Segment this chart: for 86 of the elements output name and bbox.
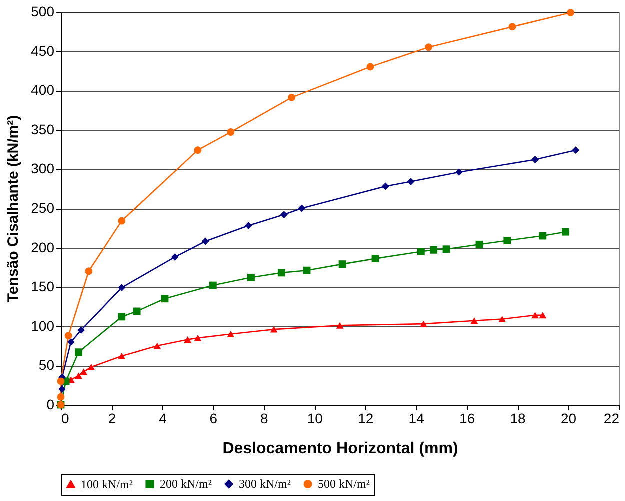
point (532, 312, 540, 319)
point (118, 284, 126, 292)
point (133, 308, 141, 316)
point (498, 316, 506, 323)
point (194, 334, 202, 342)
x-tick-label: 10 (307, 410, 324, 426)
y-tick-label: 500 (31, 4, 55, 20)
x-tick-label: 4 (159, 410, 168, 426)
point (417, 248, 425, 256)
point (118, 353, 126, 360)
point (430, 246, 438, 254)
point (298, 204, 306, 212)
point (270, 326, 278, 333)
point (336, 322, 344, 329)
point (562, 228, 570, 236)
point (209, 282, 217, 290)
point (57, 378, 65, 386)
point (244, 222, 252, 230)
legend-label: 300 kN/m² (239, 477, 292, 492)
point (248, 274, 255, 282)
y-tick-label: 150 (31, 278, 55, 295)
point (64, 332, 72, 340)
point (85, 268, 93, 276)
point (171, 254, 179, 261)
point (78, 326, 85, 334)
y-tick-label: 450 (31, 42, 55, 59)
point (184, 336, 192, 343)
point (57, 393, 65, 401)
point (288, 94, 296, 102)
point (372, 255, 380, 263)
y-tick-label: 250 (31, 200, 55, 216)
point (202, 238, 210, 246)
y-tick-label: 100 (31, 318, 55, 334)
point (456, 168, 463, 176)
point (118, 217, 126, 225)
point (539, 232, 547, 240)
x-tick-label: 6 (210, 410, 218, 426)
point (278, 269, 286, 277)
point (67, 338, 75, 346)
point (567, 9, 575, 16)
point (476, 240, 484, 248)
point (470, 318, 478, 324)
point (572, 146, 580, 154)
x-tick-label: 2 (108, 410, 116, 426)
point (532, 156, 540, 164)
point (442, 246, 450, 254)
x-tick-label: 18 (510, 410, 526, 426)
point (382, 182, 390, 190)
point (80, 368, 88, 376)
point (75, 348, 82, 356)
y-tick-label: 350 (31, 121, 55, 138)
point (366, 63, 374, 71)
point (227, 331, 235, 338)
x-axis-title: Deslocamento Horizontal (mm) (222, 440, 458, 458)
x-tick-label: 20 (560, 410, 577, 426)
point (425, 44, 432, 52)
point (338, 260, 346, 268)
x-tick-label: 12 (358, 410, 374, 426)
x-tick-label: 14 (408, 410, 425, 426)
point (280, 211, 288, 218)
y-axis-title: Tensão Cisalhante (kN/m²) (5, 115, 22, 303)
point (161, 295, 169, 303)
y-tick-label: 0 (46, 396, 55, 412)
point (504, 237, 512, 244)
point (227, 128, 235, 136)
point (194, 146, 202, 154)
point (58, 386, 66, 393)
legend-label: 500 kN/m² (318, 477, 370, 492)
point (75, 372, 82, 380)
y-tick-label: 50 (38, 357, 55, 374)
point (303, 266, 311, 274)
x-tick-label: 8 (260, 410, 269, 426)
point (88, 364, 96, 370)
x-tick-label: 22 (604, 410, 620, 426)
y-tick-label: 200 (31, 239, 55, 256)
x-tick-label: 16 (460, 410, 476, 426)
x-tick-label: 0 (62, 410, 70, 426)
point (508, 23, 516, 31)
point (539, 312, 547, 319)
legend-label: 200 kN/m² (160, 477, 212, 492)
legend-label: 100 kN/m² (81, 477, 134, 492)
y-tick-label: 400 (31, 82, 55, 98)
point (420, 320, 428, 328)
y-tick-label: 300 (31, 160, 55, 177)
point (118, 313, 126, 321)
point (154, 342, 162, 350)
